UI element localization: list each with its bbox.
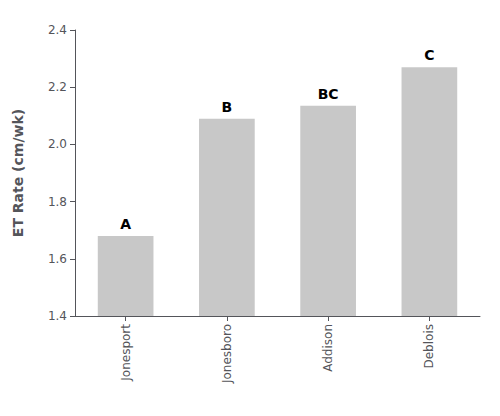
svg-text:B: B <box>222 99 233 115</box>
svg-text:C: C <box>424 47 434 63</box>
svg-text:2.4: 2.4 <box>48 23 67 37</box>
svg-text:Jonesport: Jonesport <box>119 324 133 382</box>
svg-text:A: A <box>120 216 131 232</box>
svg-text:Deblois: Deblois <box>422 324 436 369</box>
svg-text:2.2: 2.2 <box>48 80 67 94</box>
svg-text:Jonesboro: Jonesboro <box>220 324 234 384</box>
svg-text:ET Rate (cm/wk): ET Rate (cm/wk) <box>10 109 26 237</box>
svg-text:BC: BC <box>318 86 339 102</box>
svg-text:1.6: 1.6 <box>48 252 67 266</box>
svg-text:1.8: 1.8 <box>48 195 67 209</box>
svg-text:2.0: 2.0 <box>48 137 67 151</box>
svg-text:Addison: Addison <box>321 324 335 372</box>
svg-text:1.4: 1.4 <box>48 309 67 323</box>
